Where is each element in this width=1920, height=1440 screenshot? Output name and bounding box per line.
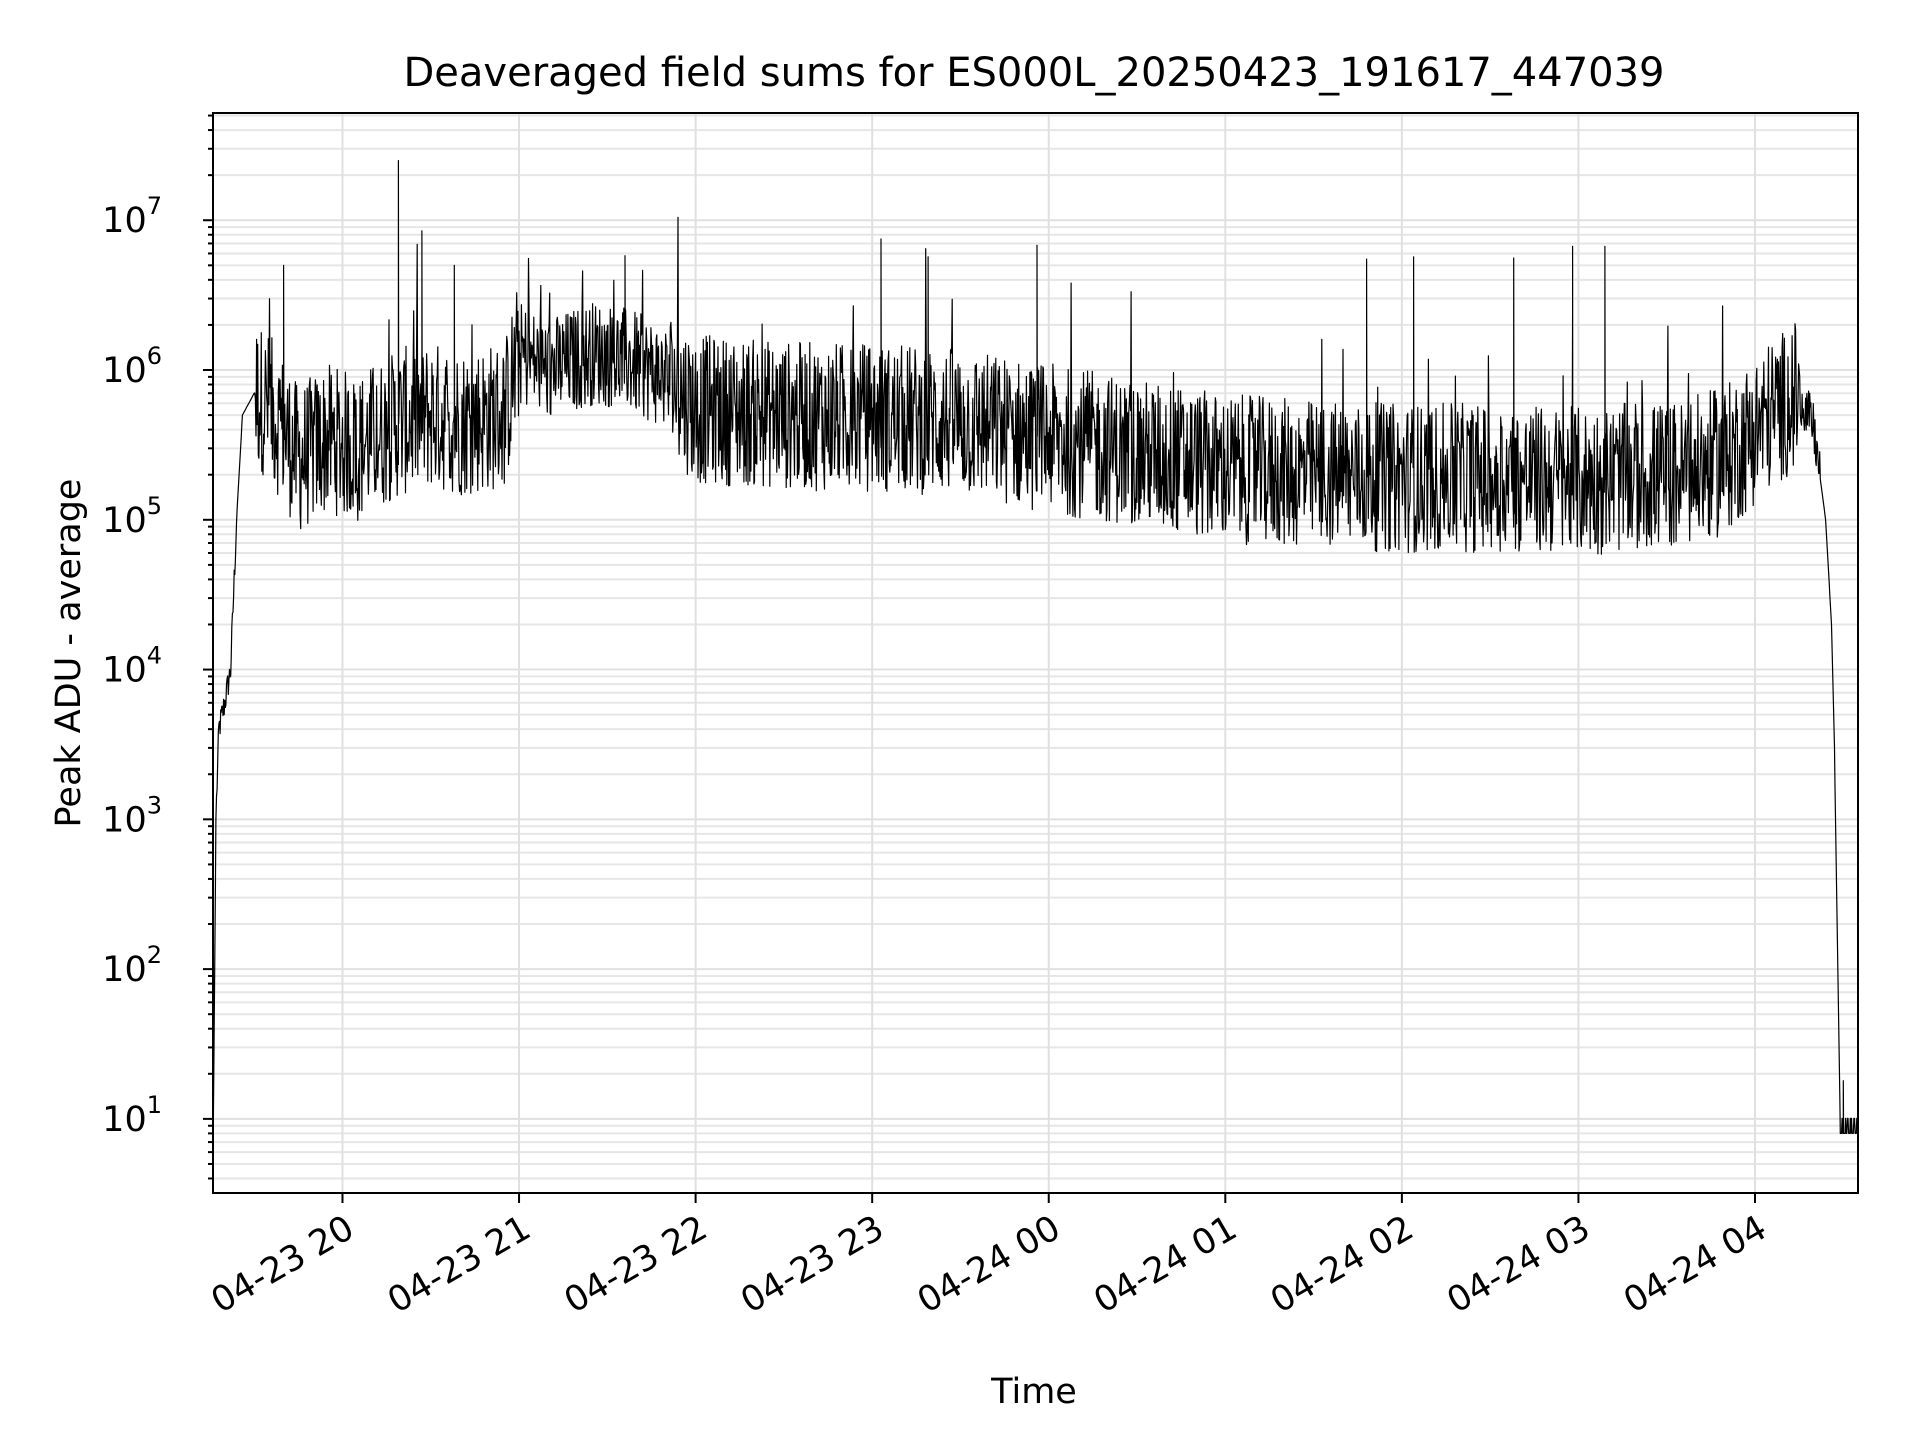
- y-tick-label: 105: [102, 492, 162, 541]
- y-tick-label: 107: [102, 192, 162, 241]
- plot-frame: [212, 112, 1859, 1194]
- y-tick-label: 102: [102, 941, 162, 990]
- grid: [213, 113, 1858, 1193]
- y-tick-label: 101: [102, 1091, 162, 1140]
- x-axis-label: Time: [990, 1372, 1077, 1412]
- y-tick-label: 106: [102, 342, 162, 391]
- y-axis: 101 102 103 104 105 106 107: [102, 114, 213, 1180]
- y-tick-label: 103: [102, 791, 162, 840]
- y-axis-label: Peak ADU - average: [49, 479, 89, 828]
- series-line: [212, 160, 1859, 1165]
- chart-title: Deaveraged field sums for ES000L_2025042…: [404, 50, 1665, 96]
- y-tick-label: 104: [102, 642, 162, 691]
- series-area: [212, 160, 1859, 1165]
